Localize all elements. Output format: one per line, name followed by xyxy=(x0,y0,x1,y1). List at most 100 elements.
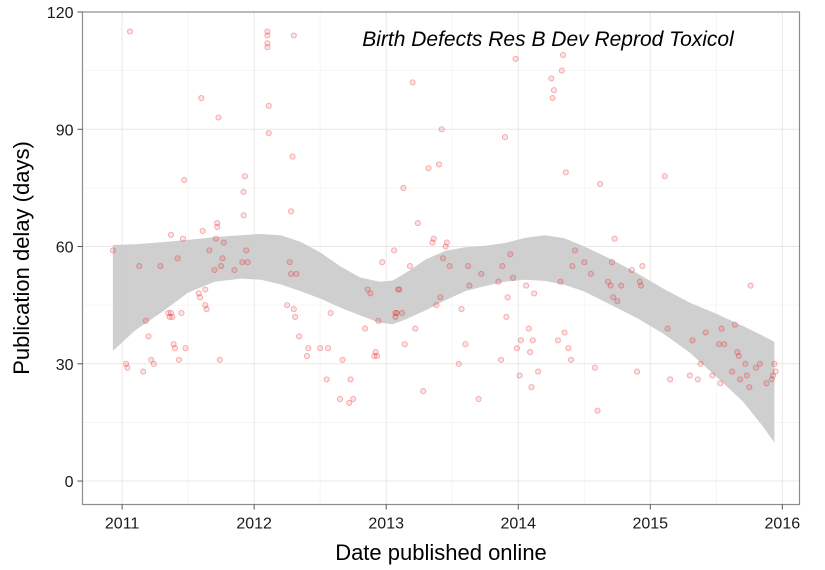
data-point xyxy=(181,177,188,184)
data-point xyxy=(503,313,510,320)
data-point xyxy=(667,376,674,383)
data-point xyxy=(686,372,693,379)
data-point xyxy=(420,388,427,395)
data-point xyxy=(462,341,469,348)
data-points xyxy=(109,28,779,414)
data-point xyxy=(504,294,511,301)
data-point xyxy=(264,32,271,39)
data-point xyxy=(442,243,449,250)
data-point xyxy=(509,274,517,281)
data-point xyxy=(568,356,575,363)
data-point xyxy=(664,325,671,332)
data-point xyxy=(375,317,382,324)
data-point xyxy=(167,231,175,238)
data-point xyxy=(206,247,213,254)
data-point xyxy=(264,40,271,47)
data-point xyxy=(594,407,601,414)
data-point xyxy=(292,313,299,320)
x-tick-label: 2011 xyxy=(105,516,140,533)
data-point xyxy=(392,313,399,320)
data-point xyxy=(597,180,604,188)
data-point xyxy=(569,263,576,270)
data-point xyxy=(560,51,567,59)
data-point xyxy=(371,352,378,360)
data-point xyxy=(136,263,143,270)
data-point xyxy=(336,395,344,403)
data-point xyxy=(167,309,175,317)
data-point xyxy=(729,368,736,375)
data-point xyxy=(702,329,709,336)
data-point xyxy=(401,341,408,348)
data-point xyxy=(400,184,407,191)
data-point xyxy=(771,360,778,367)
data-point xyxy=(150,360,157,367)
data-point xyxy=(562,169,569,176)
data-point xyxy=(174,255,181,262)
data-point xyxy=(742,360,749,367)
data-point xyxy=(215,114,222,121)
data-point xyxy=(604,278,612,285)
data-point xyxy=(196,294,204,301)
data-point xyxy=(439,255,447,262)
data-point xyxy=(571,247,579,254)
data-point xyxy=(303,352,311,360)
data-point xyxy=(290,306,297,313)
data-point xyxy=(721,341,728,348)
x-tick-label: 2012 xyxy=(236,516,272,533)
data-point xyxy=(465,263,472,270)
data-point xyxy=(145,333,152,340)
data-point xyxy=(581,259,588,266)
data-point xyxy=(455,360,462,367)
data-point xyxy=(737,376,744,383)
data-point xyxy=(438,126,445,133)
data-point xyxy=(198,94,205,102)
data-point xyxy=(513,345,520,352)
data-point xyxy=(169,313,176,320)
data-point xyxy=(323,376,330,383)
data-point xyxy=(634,368,641,375)
data-point xyxy=(244,259,251,266)
data-point xyxy=(746,384,753,391)
data-point xyxy=(305,345,312,352)
data-point xyxy=(529,337,536,344)
data-point xyxy=(202,286,209,293)
data-point xyxy=(288,270,295,277)
data-point xyxy=(182,345,189,352)
data-point xyxy=(265,102,272,109)
data-point xyxy=(289,153,296,160)
data-point xyxy=(203,306,210,313)
data-point xyxy=(367,290,374,297)
y-tick-label: 120 xyxy=(47,5,74,22)
data-point xyxy=(512,55,519,62)
data-point xyxy=(535,368,542,375)
data-point xyxy=(373,352,381,360)
data-point xyxy=(290,32,297,39)
data-point xyxy=(286,259,293,266)
data-point xyxy=(548,75,555,82)
data-point xyxy=(587,270,594,277)
data-point xyxy=(527,349,534,356)
data-point xyxy=(475,395,482,403)
data-point xyxy=(618,282,625,289)
data-point xyxy=(528,384,535,391)
data-point xyxy=(406,263,414,270)
data-point xyxy=(433,302,440,309)
data-point xyxy=(178,309,185,317)
data-point xyxy=(561,329,568,336)
x-tick-label: 2015 xyxy=(632,516,668,533)
data-point xyxy=(293,270,300,277)
data-point xyxy=(718,325,725,332)
data-point xyxy=(175,356,182,363)
data-point xyxy=(395,286,402,293)
data-point xyxy=(166,313,173,320)
data-point xyxy=(661,173,668,180)
data-point xyxy=(591,364,598,371)
data-point xyxy=(772,368,779,375)
data-point xyxy=(339,356,346,363)
data-point xyxy=(554,337,561,344)
data-point xyxy=(717,380,724,387)
data-point xyxy=(157,263,164,270)
data-point xyxy=(219,255,226,262)
data-point xyxy=(531,290,538,297)
x-axis-title: Date published online xyxy=(335,540,547,565)
